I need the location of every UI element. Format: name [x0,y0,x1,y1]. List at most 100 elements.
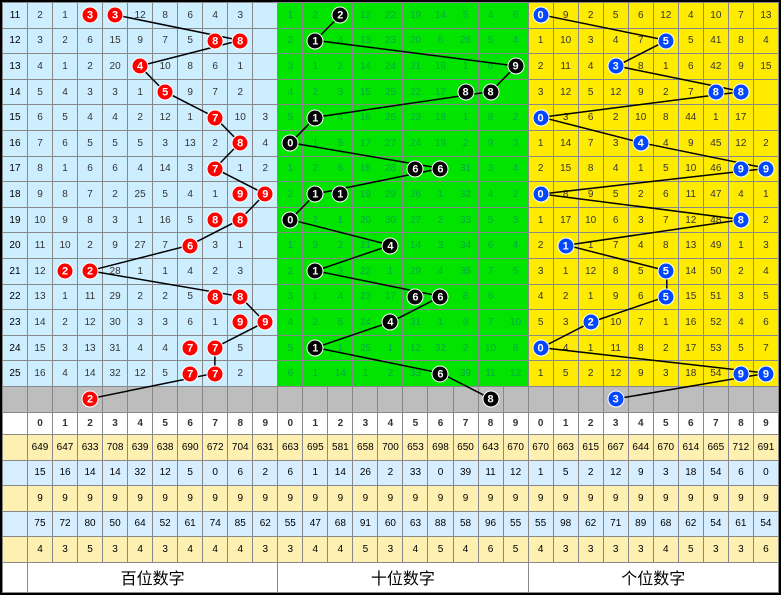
cell-s2-r1-c1: 10 [553,28,578,54]
cell-s1-r8-c2: 1 [328,207,353,233]
cell-s0-r11-c0: 13 [27,284,52,310]
header-digit: 2 [78,412,103,434]
cell-s2-r8-c9: 2 [753,207,778,233]
stat-cell: 690 [178,434,203,460]
cell-s1-r12-c4: 4 [378,310,403,336]
header-digit: 1 [553,412,578,434]
header-digit: 3 [353,412,378,434]
stat-cell: 633 [78,434,103,460]
ball: 8 [707,84,724,101]
stat-cell: 700 [378,434,403,460]
stat-cell: 9 [53,486,78,512]
cell-s0-r9-c9 [253,233,278,259]
ball: 9 [257,314,274,331]
cell-s2-r1-c6: 5 [678,28,703,54]
cell-s0-r12-c3: 30 [103,310,128,336]
stat-cell: 647 [53,434,78,460]
cell-s1-r8-c8: 5 [478,207,503,233]
cell-s1-r13-c7: 2 [453,335,478,361]
stat-cell: 691 [753,434,778,460]
cell-s0-r4-c6: 1 [178,105,203,131]
cell-s1-r6-c7: 31 [453,156,478,182]
cell-s2-r1-c3: 4 [603,28,628,54]
stat-cell: 9 [453,486,478,512]
stat-cell: 9 [27,486,52,512]
cell-s0-r7-c2: 7 [78,182,103,208]
cell-s0-r5-c6: 13 [178,130,203,156]
ball: 3 [607,58,624,75]
stat-cell: 91 [353,511,378,537]
cell-s0-r11-c4: 2 [128,284,153,310]
stat-cell: 3 [578,537,603,563]
cell-s0-r7-c7: 1 [203,182,228,208]
ball: 8 [232,32,249,49]
cell-s0-r0-c8: 3 [228,3,253,29]
cell-s0-r1-c6: 5 [178,28,203,54]
cell-s1-r0-c7: 5 [453,3,478,29]
cell-s2-r8-c4: 3 [628,207,653,233]
cell-s1-r8-c5: 27 [403,207,428,233]
cell-s1-r11-c2: 4 [328,284,353,310]
cell-s1-r3-c4: 25 [378,79,403,105]
cell-s0-r12-c7: 1 [203,310,228,336]
cell-s1-r4-c1: 1 [303,105,328,131]
stat-cell: 4 [203,537,228,563]
cell-s1-r4-c8: 8 [478,105,503,131]
cell-s2-r13-c9: 7 [753,335,778,361]
cell-s1-r1-c6: 6 [428,28,453,54]
stat-cell: 4 [453,537,478,563]
cell-s0-r10-c3: 28 [103,258,128,284]
cell-s2-r1-c4: 7 [628,28,653,54]
stat-cell: 9 [678,486,703,512]
cell-s2-r3-c9 [753,79,778,105]
cell-s0-r13-c7: 7 [203,335,228,361]
cell-s0-r3-c6: 9 [178,79,203,105]
ball: 9 [257,186,274,203]
cell-s1-r13-c1: 1 [303,335,328,361]
stat-cell: 12 [603,460,628,486]
cell-s2-r1-c8: 8 [728,28,753,54]
cell-s1-r14-c4: 2 [378,361,403,387]
cell-s0-r8-c7: 8 [203,207,228,233]
cell-s0-r14-c0: 16 [27,361,52,387]
cell-s2-r2-c1: 11 [553,54,578,80]
cell-s1-r12-c2: 5 [328,310,353,336]
stat-cell: 670 [503,434,528,460]
cell-s0-r11-c7: 8 [203,284,228,310]
cell-s0-r1-c5: 7 [153,28,178,54]
cell-s0-r8-c0: 10 [27,207,52,233]
cell-s1-r9-c8: 6 [478,233,503,259]
cell-s0-r8-c8: 8 [228,207,253,233]
cell-s0-r5-c2: 5 [78,130,103,156]
header-digit: 0 [278,412,303,434]
ball: 7 [207,160,224,177]
stat-cell: 9 [703,486,728,512]
cell-s1-r14-c1: 1 [303,361,328,387]
cell-s2-r12-c4: 7 [628,310,653,336]
header-digit: 5 [403,412,428,434]
cell-s1-r9-c7: 34 [453,233,478,259]
stat-cell: 52 [153,511,178,537]
cell-s0-r1-c1: 2 [53,28,78,54]
cell-s0-r11-c1: 1 [53,284,78,310]
cell-s1-r6-c8: 3 [478,156,503,182]
cell-s0-r0-c2: 3 [78,3,103,29]
cell-s0-r1-c0: 3 [27,28,52,54]
cell-s2-r13-c7: 53 [703,335,728,361]
cell-s2-r6-c3: 4 [603,156,628,182]
cell-s0-r6-c2: 6 [78,156,103,182]
cell-s0-r7-c4: 25 [128,182,153,208]
stat-cell: 3 [378,537,403,563]
cell-s1-r0-c6: 14 [428,3,453,29]
stat-cell: 74 [203,511,228,537]
ball: 1 [307,340,324,357]
ball: 7 [207,109,224,126]
stat-cell: 581 [328,434,353,460]
cell-s1-r0-c9: 6 [503,3,528,29]
stat-cell: 638 [153,434,178,460]
stat-cell: 3 [103,537,128,563]
cell-s0-r2-c0: 4 [27,54,52,80]
stat-cell: 64 [128,511,153,537]
cell-s0-r1-c2: 6 [78,28,103,54]
stat-cell: 12 [153,460,178,486]
